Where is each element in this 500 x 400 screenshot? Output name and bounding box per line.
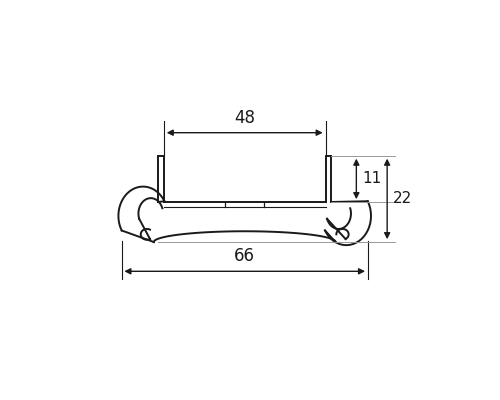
Text: 22: 22	[394, 192, 412, 206]
Text: 48: 48	[234, 108, 255, 126]
Text: 66: 66	[234, 247, 255, 265]
Text: 11: 11	[362, 171, 382, 186]
